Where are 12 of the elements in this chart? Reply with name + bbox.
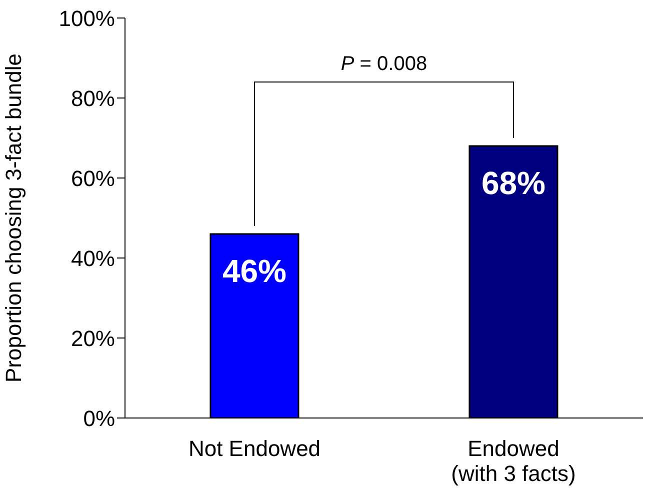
y-tick-label: 20%: [70, 326, 115, 351]
x-tick-label: Not Endowed: [188, 436, 321, 461]
data-label: 68%: [481, 165, 546, 201]
y-axis-title: Proportion choosing 3-fact bundle: [0, 54, 26, 382]
annotation: P = 0.008: [340, 53, 428, 75]
y-tick-label: 0%: [83, 406, 115, 431]
y-tick-label: 60%: [70, 166, 115, 191]
data-label: 46%: [222, 253, 286, 289]
y-tick-label: 80%: [70, 86, 115, 111]
y-tick-label: 40%: [70, 246, 115, 271]
y-tick-label: 100%: [58, 6, 115, 31]
x-tick-label: Endowed (with 3 facts): [451, 436, 576, 486]
